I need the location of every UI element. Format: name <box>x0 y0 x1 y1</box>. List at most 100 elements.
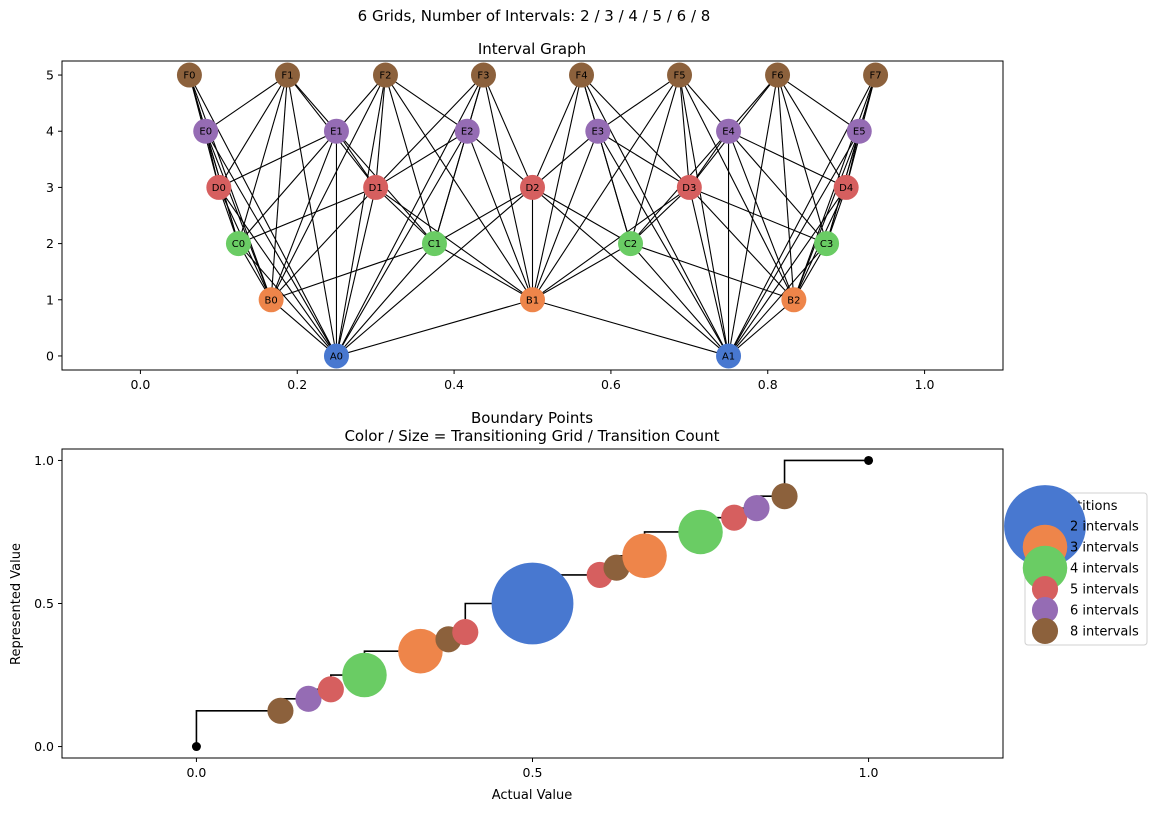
legend-label-B: 3 intervals <box>1070 541 1139 556</box>
node-D2 <box>520 174 545 200</box>
edge-B1-E3 <box>531 131 599 300</box>
x-tick-label: 0.6 <box>601 377 621 392</box>
node-E4 <box>716 118 742 144</box>
edge-A0-F1 <box>286 74 338 357</box>
node-F7 <box>863 62 889 88</box>
node-label-E0: E0 <box>199 127 212 138</box>
boundary-point-14 <box>743 495 770 522</box>
boundary-point-13 <box>721 504 748 531</box>
edge-A0-B0 <box>270 299 337 357</box>
edge-A1-E3 <box>597 130 730 357</box>
node-label-D1: D1 <box>369 183 383 194</box>
edge-A0-F2 <box>335 74 387 357</box>
node-label-D4: D4 <box>839 183 853 194</box>
node-D3 <box>676 174 702 200</box>
boundary-point-1 <box>267 697 294 724</box>
node-A0 <box>323 343 349 369</box>
node-F6 <box>765 62 791 88</box>
y-tick-label: 2 <box>46 236 54 251</box>
node-label-B2: B2 <box>787 295 800 306</box>
boundary-point-11 <box>622 533 667 579</box>
edge-D4-F6 <box>777 74 847 188</box>
interval-graph-panel: Interval Graph A0 A1 B0 B1 B2 C0 C1 C2 C3 D0 D1 D2 D… <box>46 40 1004 392</box>
edge-A0-E2 <box>335 130 468 357</box>
node-label-E2: E2 <box>461 127 474 138</box>
legend-marker-D <box>1031 575 1059 603</box>
edge-B1-C1 <box>434 243 533 301</box>
edge-C3-D3 <box>689 186 827 245</box>
edge-C3-E4 <box>728 130 827 244</box>
interval-graph-title: Interval Graph <box>478 40 586 58</box>
node-label-B1: B1 <box>526 295 539 306</box>
edge-C1-D1 <box>375 187 435 244</box>
edge-A0-B1 <box>336 299 533 357</box>
node-F4 <box>569 62 595 88</box>
node-label-C0: C0 <box>232 239 245 250</box>
edge-B2-F6 <box>777 75 795 300</box>
edge-D2-E2 <box>466 130 533 188</box>
endpoint-1 <box>191 742 201 752</box>
y-tick-label: 4 <box>46 124 54 139</box>
legend-label-C: 4 intervals <box>1070 562 1139 577</box>
edge-D2-F4 <box>531 74 583 188</box>
boundary-point-4 <box>342 652 387 698</box>
interval-graph-x-ticks: 0.0 0.2 0.4 0.6 0.8 1.0 <box>130 370 935 392</box>
boundary-points-panel: Boundary Points Color / Size = Transitio… <box>9 409 1004 803</box>
boundary-y-ticks: 0.0 0.5 1.0 <box>34 453 62 754</box>
legend-marker-F <box>1031 617 1059 645</box>
node-B2 <box>781 287 807 313</box>
edge-B2-F5 <box>679 74 795 301</box>
edge-B0-C1 <box>270 243 435 301</box>
boundary-point-2 <box>295 685 322 712</box>
edge-A1-F5 <box>678 74 730 357</box>
edge-E5-F6 <box>777 74 860 132</box>
node-E0 <box>193 118 219 144</box>
node-label-E5: E5 <box>853 127 866 138</box>
x-tick-label: 1.0 <box>915 377 935 392</box>
boundary-x-ticks: 0.0 0.5 1.0 <box>186 758 879 780</box>
edge-D1-E2 <box>375 130 468 188</box>
x-tick-label: 1.0 <box>859 765 879 780</box>
edge-B0-F2 <box>270 74 386 301</box>
x-tick-label: 0.5 <box>523 765 543 780</box>
boundary-points-title: Boundary Points <box>471 409 593 427</box>
node-label-F2: F2 <box>379 71 391 82</box>
node-B0 <box>258 287 284 313</box>
node-A1 <box>716 343 742 369</box>
node-label-F0: F0 <box>183 71 195 82</box>
edge-B1-D1 <box>375 186 533 301</box>
node-C1 <box>421 231 447 257</box>
edge-A0-C0 <box>238 243 337 357</box>
legend-label-A: 2 intervals <box>1070 520 1139 535</box>
node-D0 <box>206 174 232 200</box>
boundary-point-5 <box>398 628 443 674</box>
y-tick-label: 1.0 <box>34 453 54 468</box>
node-label-B0: B0 <box>265 295 278 306</box>
interval-graph-frame <box>61 60 1004 371</box>
boundary-point-7 <box>452 619 479 646</box>
edge-D2-F3 <box>482 74 534 188</box>
node-C0 <box>225 231 251 257</box>
edge-A1-D2 <box>532 186 729 357</box>
node-label-D2: D2 <box>525 183 539 194</box>
endpoint-2 <box>864 455 874 465</box>
boundary-point-3 <box>317 676 344 703</box>
edge-A1-F6 <box>727 74 779 357</box>
x-tick-label: 0.4 <box>444 377 464 392</box>
edge-A1-B1 <box>532 299 729 357</box>
edge-D0-F1 <box>218 74 288 188</box>
node-label-E1: E1 <box>330 127 343 138</box>
edge-B2-E4 <box>728 131 795 300</box>
edge-C0-D1 <box>238 186 376 245</box>
x-tick-label: 0.0 <box>130 377 150 392</box>
node-label-F4: F4 <box>575 71 587 82</box>
boundary-points <box>191 455 874 752</box>
legend-label-D: 5 intervals <box>1070 583 1139 598</box>
node-C3 <box>814 231 840 257</box>
edge-A1-B2 <box>728 299 795 357</box>
node-label-C2: C2 <box>624 239 637 250</box>
edge-D2-E3 <box>532 130 599 188</box>
